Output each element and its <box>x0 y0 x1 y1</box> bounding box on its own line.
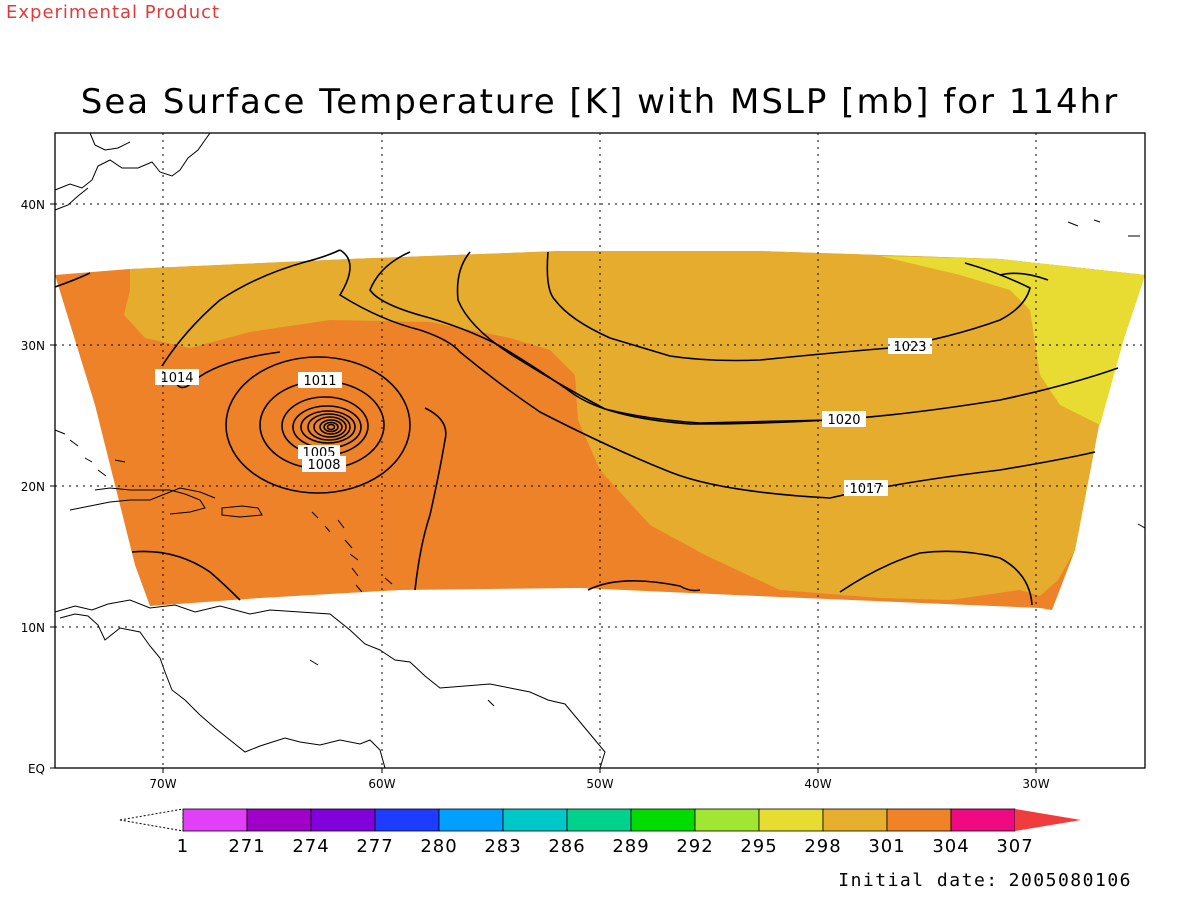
sst-field <box>55 251 1145 610</box>
lon-axis-labels: 70W 60W 50W 40W 30W <box>149 777 1049 791</box>
colorbar-label: 283 <box>484 836 521 857</box>
lon-label-70w: 70W <box>149 777 176 791</box>
colorbar-label: 307 <box>996 836 1033 857</box>
colorbar-label: 1 <box>177 836 189 857</box>
coast-puerto-rico <box>221 505 263 518</box>
chart-title: Sea Surface Temperature [K] with MSLP [m… <box>80 82 1120 122</box>
colorbar-label: 277 <box>356 836 393 857</box>
colorbar-label: 286 <box>548 836 585 857</box>
isobars <box>54 249 1119 606</box>
colorbar-swatches <box>182 808 1081 832</box>
colorbar-swatch <box>758 808 824 832</box>
lat-label-30n: 30N <box>21 339 45 353</box>
isobar-label-1011: 1011 <box>303 374 336 389</box>
coast-south-america <box>54 599 606 769</box>
lat-label-40n: 40N <box>21 198 45 212</box>
coast-cuba <box>69 487 216 511</box>
gridlines <box>55 133 1145 768</box>
lat-label-10n: 10N <box>21 621 45 635</box>
coast-lesser-antilles <box>311 511 393 593</box>
experimental-product-label: Experimental Product <box>6 2 221 23</box>
isobar-label-1020: 1020 <box>827 413 860 428</box>
coast-north-america <box>54 132 211 211</box>
coast-other-islands <box>309 523 1146 707</box>
colorbar-swatch <box>950 808 1016 832</box>
colorbar-label: 289 <box>612 836 649 857</box>
isobar-label-1008: 1008 <box>307 458 340 473</box>
colorbar: 1 271 274 277 280 283 286 289 292 295 298 301 304 307 <box>119 808 1081 857</box>
colorbar-swatch <box>502 808 568 832</box>
colorbar-label: 271 <box>228 836 265 857</box>
lat-label-eq: EQ <box>28 762 45 776</box>
colorbar-label: 304 <box>932 836 969 857</box>
coast-bermuda <box>1067 219 1140 237</box>
initial-date: Initial date: 2005080106 <box>828 870 1132 891</box>
lon-label-40w: 40W <box>804 777 831 791</box>
initial-date-label: Initial date: <box>838 870 999 891</box>
colorbar-label: 292 <box>676 836 713 857</box>
colorbar-swatch <box>694 808 760 832</box>
axis-ticks <box>50 203 1037 773</box>
isobar-label-1023: 1023 <box>893 340 926 355</box>
colorbar-left-arrow <box>119 808 184 832</box>
isobar-label-1017: 1017 <box>849 482 882 497</box>
colorbar-label: 301 <box>868 836 905 857</box>
lon-label-50w: 50W <box>586 777 613 791</box>
initial-date-value: 2005080106 <box>1008 870 1132 891</box>
colorbar-label: 280 <box>420 836 457 857</box>
lat-label-20n: 20N <box>21 480 45 494</box>
colorbar-label: 298 <box>804 836 841 857</box>
coastlines <box>54 132 1146 769</box>
colorbar-swatch <box>182 808 248 832</box>
colorbar-swatch <box>566 808 632 832</box>
lon-label-30w: 30W <box>1022 777 1049 791</box>
isobar-labels: 1014 1011 1005 1008 1023 1020 1017 <box>155 338 932 497</box>
colorbar-swatch <box>374 808 440 832</box>
lat-axis-labels: EQ 10N 20N 30N 40N <box>21 198 45 776</box>
colorbar-swatch <box>630 808 696 832</box>
colorbar-swatch <box>438 808 504 832</box>
sst-region-296 <box>880 256 1145 425</box>
colorbar-swatch <box>822 808 888 832</box>
colorbar-label: 274 <box>292 836 329 857</box>
colorbar-swatch <box>886 808 952 832</box>
colorbar-label: 295 <box>740 836 777 857</box>
coast-hispaniola <box>94 487 206 515</box>
coast-bahamas <box>54 429 126 477</box>
isobar-label-1014: 1014 <box>160 371 193 386</box>
lon-label-60w: 60W <box>368 777 395 791</box>
colorbar-swatch <box>310 808 376 832</box>
colorbar-swatch <box>246 808 312 832</box>
colorbar-right-arrow <box>1015 809 1081 831</box>
colorbar-labels: 1 271 274 277 280 283 286 289 292 295 298 301 304 307 <box>177 836 1033 857</box>
